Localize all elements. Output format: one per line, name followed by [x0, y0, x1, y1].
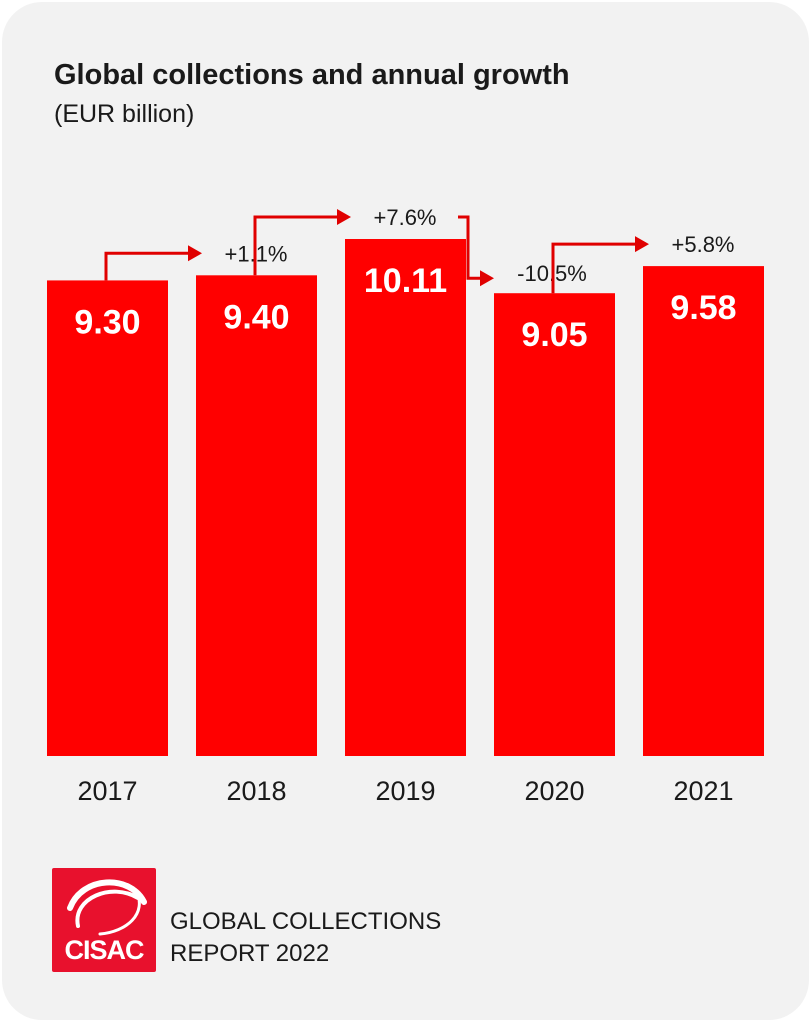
cisac-logo: CISAC: [52, 868, 156, 972]
growth-arrow-line: [104, 251, 188, 281]
x-tick-label: 2019: [375, 776, 435, 806]
cisac-logo-mark: [52, 868, 156, 972]
x-tick-label: 2017: [77, 776, 137, 806]
chart-title: Global collections and annual growth (EU…: [54, 56, 614, 133]
growth-arrow-2019: [253, 209, 351, 276]
bar-2020: [494, 293, 615, 756]
growth-label-2019: +7.6%: [374, 205, 437, 230]
cisac-logo-text: CISAC: [64, 935, 144, 965]
chart-title-main: Global collections and annual growth: [54, 59, 570, 91]
growth-label-2021: +5.8%: [672, 232, 735, 257]
bar-value-label: 9.58: [670, 289, 736, 327]
bar-value-label: 10.11: [364, 262, 447, 300]
bar-value-label: 9.30: [74, 303, 140, 341]
growth-arrow-line: [458, 215, 480, 280]
bar-value-label: 9.05: [521, 316, 587, 354]
x-tick-label: 2018: [226, 776, 286, 806]
report-footer: GLOBAL COLLECTIONS REPORT 2022: [170, 906, 530, 970]
chart-title-unit: (EUR billion): [54, 100, 195, 128]
growth-arrow-head: [480, 270, 494, 287]
growth-arrow-line: [253, 215, 337, 276]
bar-2017: [47, 280, 168, 756]
growth-arrow-2021: [551, 236, 649, 294]
growth-arrow-head: [635, 236, 649, 253]
growth-arrow-2020: [458, 215, 494, 287]
x-tick-label: 2021: [673, 776, 733, 806]
growth-arrow-2018: [104, 245, 202, 281]
bar-2021: [643, 266, 764, 756]
bar-2018: [196, 275, 317, 756]
bar-2019: [345, 239, 466, 756]
x-tick-label: 2020: [524, 776, 584, 806]
bar-value-label: 9.40: [223, 298, 289, 336]
growth-arrow-head: [188, 245, 202, 262]
growth-arrow-head: [337, 209, 351, 225]
growth-arrow-line: [551, 242, 635, 294]
footer-line-2: REPORT 2022: [170, 940, 330, 967]
footer-line-1: GLOBAL COLLECTIONS: [170, 908, 442, 935]
